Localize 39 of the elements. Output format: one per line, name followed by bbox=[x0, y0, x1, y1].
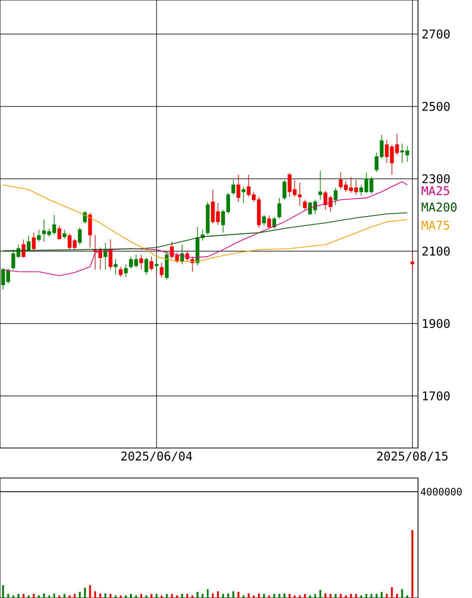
candlestick bbox=[236, 174, 240, 202]
candlestick bbox=[114, 258, 118, 276]
candlestick bbox=[410, 254, 414, 272]
candlestick bbox=[83, 210, 87, 224]
candlestick bbox=[303, 199, 307, 210]
candlestick bbox=[160, 262, 164, 278]
candlestick bbox=[282, 180, 286, 200]
line-series bbox=[2, 181, 408, 276]
candlestick bbox=[118, 266, 123, 278]
candlestick bbox=[124, 264, 128, 278]
series-label: MA25 bbox=[422, 186, 450, 196]
candlestick bbox=[108, 239, 112, 270]
candlestick bbox=[62, 229, 66, 240]
x-tick-label: 2025/06/04 bbox=[121, 452, 192, 462]
candlestick bbox=[36, 229, 41, 242]
y-tick-label: 2300 bbox=[422, 174, 450, 184]
y-tick-label: 2100 bbox=[422, 246, 450, 256]
candlestick bbox=[154, 257, 158, 272]
candlestick bbox=[88, 212, 92, 248]
y-tick-label: 1900 bbox=[422, 318, 450, 328]
candlestick bbox=[318, 170, 322, 200]
line-series bbox=[2, 212, 408, 252]
series-label: MA75 bbox=[422, 220, 450, 230]
text: 4000000 bbox=[420, 488, 462, 496]
x-tick-label: 2025/08/15 bbox=[377, 452, 448, 462]
candlestick bbox=[267, 215, 271, 230]
candlestick bbox=[196, 226, 200, 266]
candlestick bbox=[150, 256, 154, 272]
y-tick-label: 2500 bbox=[422, 102, 450, 111]
y-tick-label: 2700 bbox=[422, 29, 450, 39]
series-label: MA200 bbox=[422, 202, 457, 212]
candlestick bbox=[334, 187, 338, 206]
candlestick bbox=[139, 254, 144, 270]
candlestick bbox=[22, 239, 26, 258]
y-tick-label: 1700 bbox=[422, 391, 450, 400]
candlestick bbox=[242, 186, 246, 204]
line-series bbox=[2, 184, 408, 262]
candlestick bbox=[262, 214, 266, 226]
candlestick bbox=[104, 242, 108, 270]
